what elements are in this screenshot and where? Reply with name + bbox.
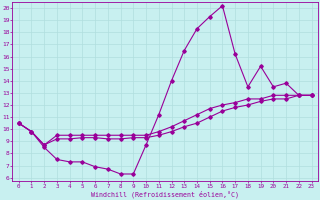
X-axis label: Windchill (Refroidissement éolien,°C): Windchill (Refroidissement éolien,°C) [91,190,239,198]
